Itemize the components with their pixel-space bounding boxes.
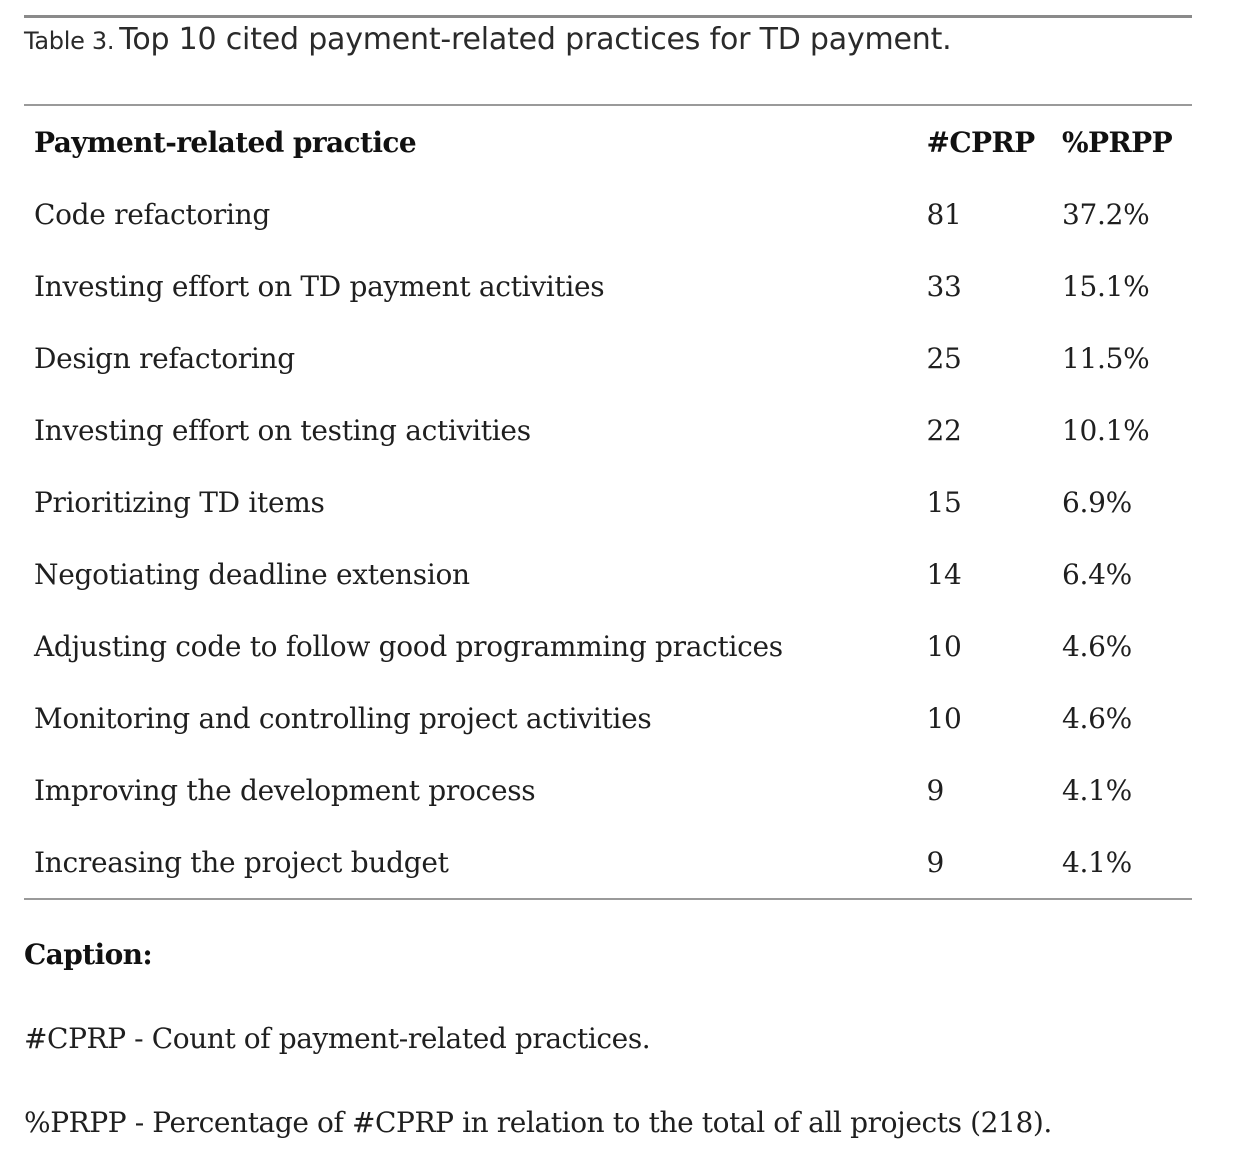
table-label: Table 3.: [24, 27, 115, 55]
cell-cprp: 9: [926, 773, 944, 807]
cell-practice: Monitoring and controlling project activ…: [34, 701, 652, 735]
cell-cprp: 33: [926, 269, 962, 303]
header-prpp: %PRPP: [1062, 125, 1173, 159]
table-row: Adjusting code to follow good programmin…: [24, 610, 1192, 682]
cell-prpp: 37.2%: [1062, 197, 1150, 231]
cell-prpp: 4.1%: [1062, 773, 1132, 807]
table-row: Negotiating deadline extension 14 6.4%: [24, 538, 1192, 610]
caption-heading: Caption:: [24, 938, 153, 971]
cell-cprp: 81: [926, 197, 962, 231]
table-row: Code refactoring 81 37.2%: [24, 178, 1192, 250]
caption-prpp-definition: %PRPP - Percentage of #CPRP in relation …: [24, 1106, 1052, 1139]
cell-cprp: 14: [926, 557, 962, 591]
cell-practice: Investing effort on TD payment activitie…: [34, 269, 605, 303]
table-row: Investing effort on TD payment activitie…: [24, 250, 1192, 322]
cell-practice: Adjusting code to follow good programmin…: [34, 629, 783, 663]
cell-cprp: 10: [926, 701, 962, 735]
cell-cprp: 15: [926, 485, 962, 519]
cell-prpp: 15.1%: [1062, 269, 1150, 303]
header-rule: [24, 104, 1192, 106]
cell-prpp: 6.9%: [1062, 485, 1132, 519]
cell-cprp: 25: [926, 341, 962, 375]
table-row: Design refactoring 25 11.5%: [24, 322, 1192, 394]
cell-prpp: 4.6%: [1062, 629, 1132, 663]
practices-table: Payment-related practice #CPRP %PRPP Cod…: [24, 106, 1192, 898]
header-cprp: #CPRP: [926, 125, 1035, 159]
cell-practice: Design refactoring: [34, 341, 295, 375]
table-header-row: Payment-related practice #CPRP %PRPP: [24, 106, 1192, 178]
cell-prpp: 11.5%: [1062, 341, 1150, 375]
top-rule: [24, 15, 1192, 18]
cell-practice: Prioritizing TD items: [34, 485, 325, 519]
cell-cprp: 10: [926, 629, 962, 663]
header-practice: Payment-related practice: [34, 125, 417, 159]
table-row: Investing effort on testing activities 2…: [24, 394, 1192, 466]
table-title-text: Top 10 cited payment-related practices f…: [119, 22, 952, 57]
cell-prpp: 4.6%: [1062, 701, 1132, 735]
cell-practice: Negotiating deadline extension: [34, 557, 470, 591]
table-row: Improving the development process 9 4.1%: [24, 754, 1192, 826]
cell-practice: Improving the development process: [34, 773, 536, 807]
cell-practice: Investing effort on testing activities: [34, 413, 531, 447]
bottom-rule: [24, 898, 1192, 900]
cell-practice: Code refactoring: [34, 197, 270, 231]
table-title: Table 3. Top 10 cited payment-related pr…: [24, 22, 952, 57]
table-row: Increasing the project budget 9 4.1%: [24, 826, 1192, 898]
table-row: Prioritizing TD items 15 6.9%: [24, 466, 1192, 538]
cell-cprp: 22: [926, 413, 962, 447]
cell-practice: Increasing the project budget: [34, 845, 449, 879]
table-row: Monitoring and controlling project activ…: [24, 682, 1192, 754]
cell-cprp: 9: [926, 845, 944, 879]
cell-prpp: 10.1%: [1062, 413, 1150, 447]
cell-prpp: 4.1%: [1062, 845, 1132, 879]
caption-cprp-definition: #CPRP - Count of payment-related practic…: [24, 1022, 651, 1055]
cell-prpp: 6.4%: [1062, 557, 1132, 591]
